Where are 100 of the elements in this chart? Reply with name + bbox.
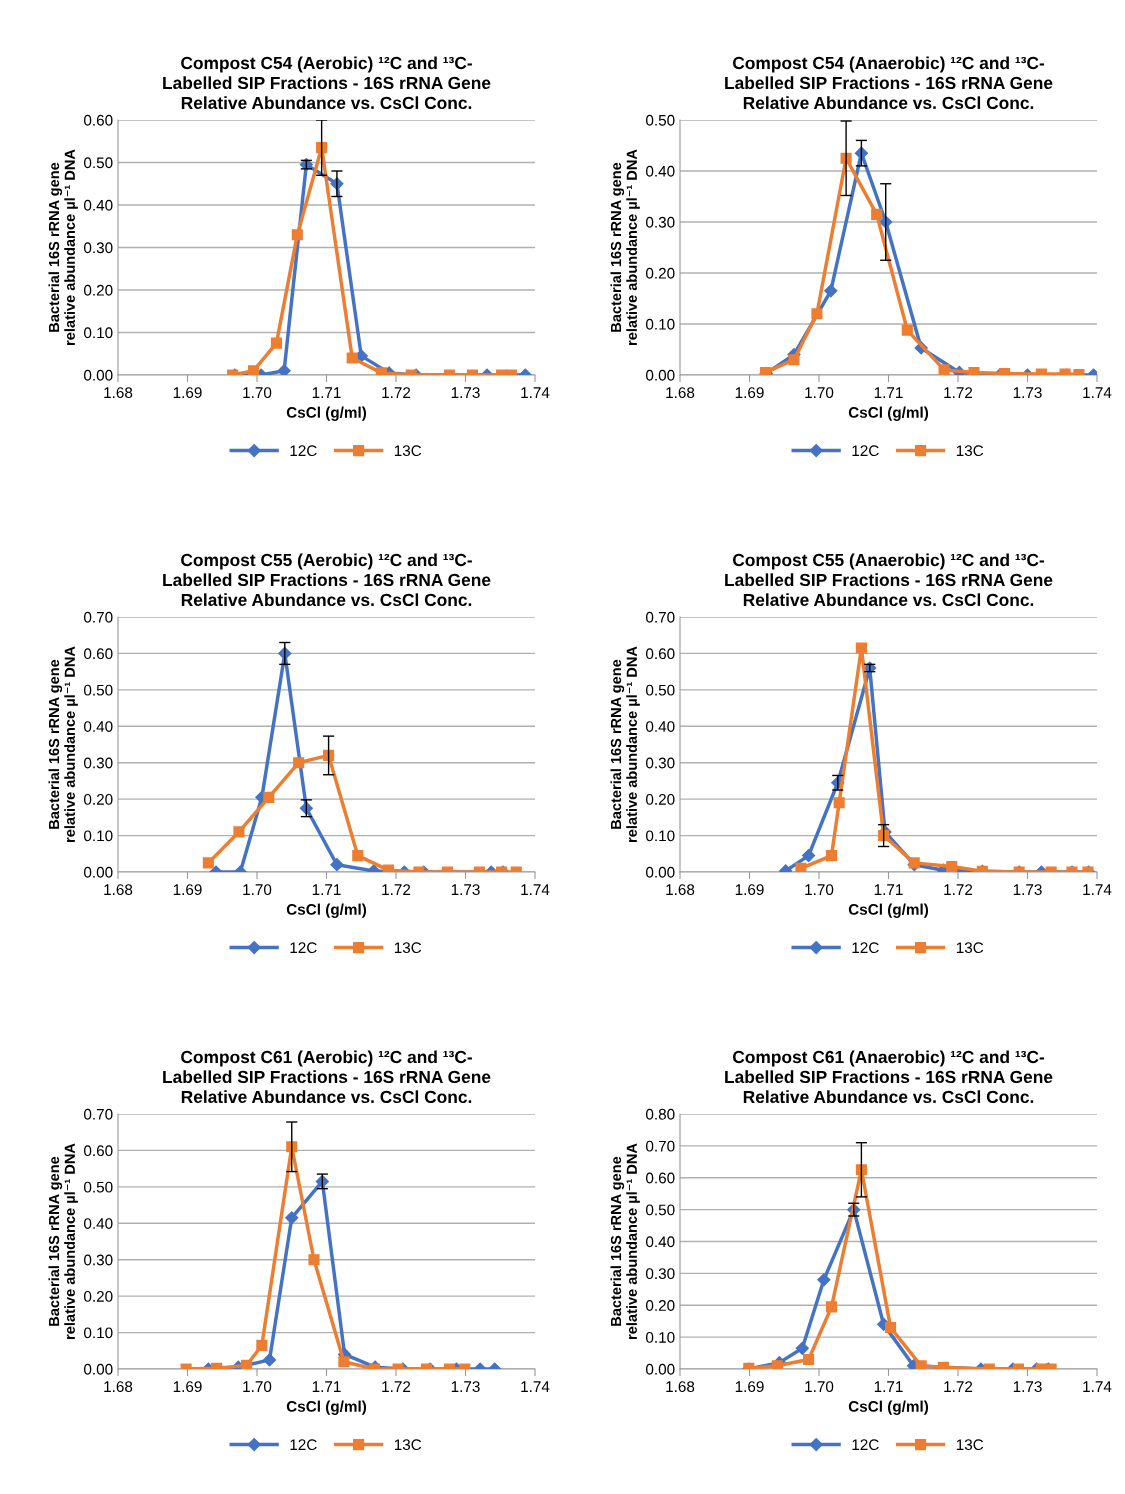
x-tick-label: 1.72 <box>382 1381 411 1392</box>
x-tick-label: 1.69 <box>735 1381 764 1393</box>
chart-title: Compost C55 (Aerobic) ¹²C and ¹³C- Labelled SIP Fractions - 16S rRNA Gene Relative Abundance vs. CsCl Conc. <box>163 553 491 607</box>
y-axis-title: Bacterial 16S rRNA gene relative abundance µl⁻¹ DNA <box>48 1143 78 1339</box>
x-tick-label: 1.73 <box>451 884 480 896</box>
y-tick-label: 0.40 <box>84 199 113 211</box>
y-tick-label: 0.20 <box>646 794 675 805</box>
chart-title: Compost C54 (Aerobic) ¹²C and ¹³C- Labelled SIP Fractions - 16S rRNA Gene Relative Abundance vs. CsCl Conc. <box>163 56 491 110</box>
y-tick-label: 0.40 <box>84 721 113 732</box>
y-tick-label: 0.50 <box>84 1181 113 1193</box>
y-tick-label: 0.70 <box>84 611 113 623</box>
y-axis-title: Bacterial 16S rRNA gene relative abundance µl⁻¹ DNA <box>48 149 78 345</box>
legend-label: 13C <box>956 942 984 954</box>
x-axis-title: CsCl (g/ml) <box>848 903 929 918</box>
y-axis-title: Bacterial 16S rRNA gene relative abundance µl⁻¹ DNA <box>610 149 640 345</box>
x-tick-label: 1.71 <box>312 884 341 895</box>
y-tick-label: 0.00 <box>84 866 113 878</box>
x-tick-label: 1.69 <box>735 884 764 896</box>
y-tick-label: 0.50 <box>646 1204 675 1216</box>
legend-label: 13C <box>394 445 422 457</box>
y-axis-title: Bacterial 16S rRNA gene relative abundance µl⁻¹ DNA <box>48 646 78 842</box>
x-tick-label: 1.71 <box>874 1381 903 1392</box>
x-tick-label: 1.70 <box>243 884 272 896</box>
y-tick-label: 0.70 <box>646 611 675 623</box>
y-tick-label: 0.60 <box>84 648 113 660</box>
x-axis-title: CsCl (g/ml) <box>286 903 367 918</box>
chart-title: Compost C61 (Anaerobic) ¹²C and ¹³C- Labelled SIP Fractions - 16S rRNA Gene Relative Abundance vs. CsCl Conc. <box>725 1050 1053 1104</box>
legend-label: 12C <box>290 1439 317 1451</box>
y-tick-label: 0.10 <box>84 830 113 842</box>
x-tick-label: 1.71 <box>874 387 903 398</box>
x-tick-label: 1.73 <box>451 1381 480 1393</box>
x-tick-label: 1.73 <box>1013 884 1042 896</box>
y-tick-label: 0.00 <box>646 866 675 878</box>
y-tick-label: 0.30 <box>646 1268 675 1280</box>
legend-label: 13C <box>956 445 984 457</box>
x-axis-title: CsCl (g/ml) <box>848 1400 929 1415</box>
x-tick-label: 1.69 <box>735 387 764 399</box>
y-tick-label: 0.30 <box>84 1254 113 1266</box>
legend-label: 12C <box>852 1439 879 1451</box>
y-tick-label: 0.80 <box>646 1108 675 1120</box>
y-tick-label: 0.10 <box>646 1331 675 1343</box>
x-tick-label: 1.72 <box>382 884 411 895</box>
legend-label: 12C <box>852 942 879 954</box>
x-tick-label: 1.69 <box>173 387 202 399</box>
x-tick-label: 1.71 <box>312 387 341 398</box>
x-tick-label: 1.68 <box>666 884 695 896</box>
y-tick-label: 0.60 <box>84 114 113 126</box>
x-axis-title: CsCl (g/ml) <box>848 406 929 421</box>
x-tick-label: 1.70 <box>243 1381 272 1393</box>
y-tick-label: 0.00 <box>646 369 675 381</box>
y-tick-label: 0.50 <box>646 114 675 126</box>
x-tick-label: 1.73 <box>451 387 480 399</box>
x-tick-label: 1.72 <box>382 387 411 398</box>
legend-label: 12C <box>852 445 879 457</box>
y-tick-label: 0.20 <box>84 284 113 296</box>
legend-label: 12C <box>290 942 317 954</box>
y-tick-label: 0.10 <box>84 1327 113 1339</box>
y-tick-label: 0.20 <box>646 267 675 279</box>
x-axis-title: CsCl (g/ml) <box>286 1400 367 1415</box>
y-tick-label: 0.00 <box>84 1363 113 1375</box>
y-tick-label: 0.30 <box>84 757 113 769</box>
legend-label: 13C <box>956 1439 984 1451</box>
x-tick-label: 1.68 <box>666 1381 695 1393</box>
x-tick-label: 1.70 <box>243 387 272 399</box>
y-tick-label: 0.10 <box>646 830 675 842</box>
x-tick-label: 1.68 <box>104 1381 133 1393</box>
legend-label: 12C <box>290 445 317 457</box>
x-tick-label: 1.72 <box>944 884 973 895</box>
y-tick-label: 0.00 <box>84 369 113 381</box>
x-tick-label: 1.69 <box>173 1381 202 1393</box>
y-tick-label: 0.10 <box>646 318 675 330</box>
y-tick-label: 0.70 <box>646 1140 675 1152</box>
x-tick-label: 1.71 <box>312 1381 341 1392</box>
x-axis-title: CsCl (g/ml) <box>286 406 367 421</box>
y-tick-label: 0.60 <box>84 1145 113 1157</box>
y-tick-label: 0.40 <box>646 721 675 732</box>
chart-title: Compost C61 (Aerobic) ¹²C and ¹³C- Labelled SIP Fractions - 16S rRNA Gene Relative Abundance vs. CsCl Conc. <box>163 1050 491 1104</box>
y-tick-label: 0.20 <box>84 794 113 805</box>
y-tick-label: 0.00 <box>646 1363 675 1375</box>
x-tick-label: 1.72 <box>944 387 973 398</box>
y-tick-label: 0.70 <box>84 1108 113 1120</box>
x-tick-label: 1.70 <box>805 387 834 399</box>
y-axis-title: Bacterial 16S rRNA gene relative abundance µl⁻¹ DNA <box>610 1143 640 1339</box>
chart-title: Compost C54 (Anaerobic) ¹²C and ¹³C- Labelled SIP Fractions - 16S rRNA Gene Relative Abundance vs. CsCl Conc. <box>725 56 1053 110</box>
x-tick-label: 1.74 <box>1083 387 1112 398</box>
y-tick-label: 0.60 <box>646 648 675 660</box>
x-tick-label: 1.74 <box>1083 1381 1112 1392</box>
y-tick-label: 0.10 <box>84 327 113 339</box>
y-tick-label: 0.60 <box>646 1172 675 1184</box>
y-tick-label: 0.40 <box>646 165 675 177</box>
y-tick-label: 0.30 <box>646 757 675 769</box>
x-tick-label: 1.73 <box>1013 387 1042 399</box>
x-tick-label: 1.68 <box>104 884 133 896</box>
x-tick-label: 1.70 <box>805 884 834 896</box>
x-tick-label: 1.74 <box>521 884 550 895</box>
y-tick-label: 0.50 <box>84 684 113 696</box>
x-tick-label: 1.73 <box>1013 1381 1042 1393</box>
y-tick-label: 0.40 <box>646 1236 675 1248</box>
x-tick-label: 1.69 <box>173 884 202 896</box>
chart-title: Compost C55 (Anaerobic) ¹²C and ¹³C- Labelled SIP Fractions - 16S rRNA Gene Relative Abundance vs. CsCl Conc. <box>725 553 1053 607</box>
